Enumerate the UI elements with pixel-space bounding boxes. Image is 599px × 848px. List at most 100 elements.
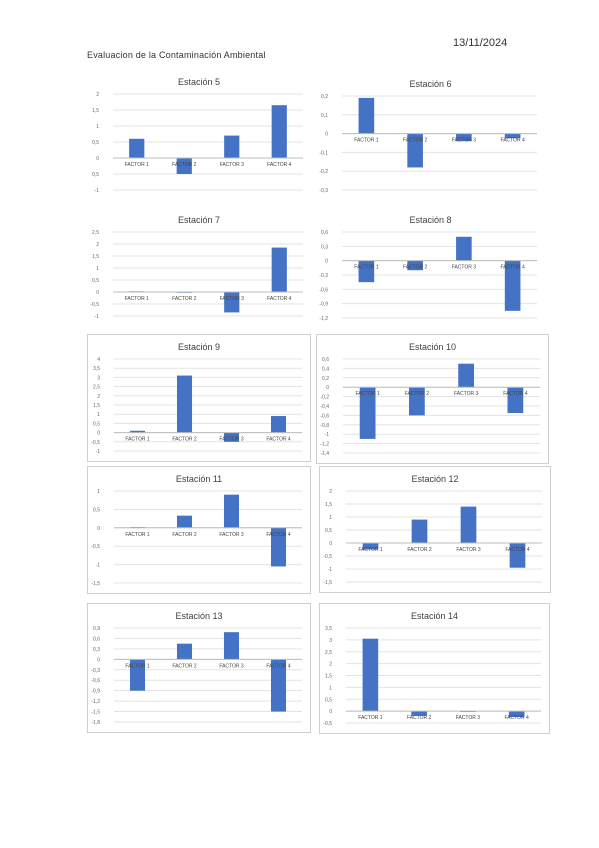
y-tick-label: 0,4	[322, 366, 329, 372]
y-tick-label: -0,3	[319, 188, 328, 194]
bar-1	[129, 659, 146, 691]
y-tick-label: -0,3	[319, 273, 328, 279]
y-tick-label: 0	[96, 156, 99, 162]
page-title: Evaluacion de la Contaminación Ambiental	[87, 50, 266, 60]
category-label: FACTOR 4	[500, 138, 525, 144]
category-label: FACTOR 2	[403, 138, 428, 144]
y-tick-label: 0,5	[92, 172, 99, 178]
y-tick-label: 2	[329, 662, 332, 668]
chart-title: Estación 9	[178, 342, 220, 352]
bar-2	[176, 643, 193, 660]
y-tick-label: 0	[97, 431, 100, 437]
y-tick-label: 0,5	[93, 507, 100, 513]
y-tick-label: 1,5	[92, 254, 99, 260]
category-label: FACTOR 2	[403, 265, 428, 271]
bar-4	[270, 527, 287, 567]
y-tick-label: 0,2	[322, 376, 329, 382]
category-label: FACTOR 1	[354, 265, 379, 271]
y-tick-label: -0,4	[320, 404, 329, 410]
category-label: FACTOR 1	[125, 296, 150, 302]
bar-3	[456, 236, 472, 261]
category-label: FACTOR 1	[358, 547, 383, 553]
chart-svg: Estación 11 -1,5 -1 -0,5 0 0,5 1 FACTOR 1 FACTOR…	[91, 474, 302, 587]
bar-1	[359, 387, 376, 439]
chart-svg: Estación 9 -1 -0,5 0 0,5 1 1,5 2 2,5 3 3,5 4 FACTOR …	[91, 342, 302, 455]
bar-2	[411, 711, 427, 716]
y-tick-label: -1	[96, 563, 101, 569]
bar-4	[270, 416, 287, 433]
y-tick-label: 1,5	[92, 108, 99, 114]
bar-3	[223, 632, 240, 660]
bar-4	[509, 543, 526, 568]
chart-svg: Estación 14 -0,5 0 0,5 1 1,5 2 2,5 3 3,5 FACTOR 1 F…	[323, 611, 541, 727]
category-label: FACTOR 1	[358, 715, 383, 721]
bar-3	[458, 363, 475, 388]
chart-estacion-14: Estación 14 -0,5 0 0,5 1 1,5 2 2,5 3 3,5 FACTOR 1 F…	[319, 603, 550, 734]
chart-svg: Estación 13 -1,8 -1,5 -1,2 -0,9 -0,6 -0,3 0 0,3 0…	[91, 611, 302, 726]
y-tick-label: -1,5	[323, 580, 332, 586]
y-tick-label: 0	[326, 385, 329, 391]
category-label: FACTOR 1	[354, 138, 379, 144]
y-tick-label: -0,5	[323, 721, 332, 727]
chart-estacion-8: Estación 8 -1,2 -0,9 -0,6 -0,3 0 0,3 0,6 FACTOR …	[316, 208, 545, 328]
category-label: FACTOR 3	[452, 265, 477, 271]
bar-3	[460, 506, 477, 543]
bar-1	[362, 638, 379, 712]
y-tick-label: 0,3	[321, 244, 328, 250]
y-tick-label: -1,8	[91, 720, 100, 726]
y-tick-label: 3	[97, 375, 100, 381]
bar-4	[507, 387, 524, 414]
chart-estacion-7: Estación 7 -1 -0,5 0 0,5 1 1,5 2 2,5 FACTOR 1 FACT…	[87, 208, 311, 326]
y-tick-label: 0	[97, 526, 100, 532]
category-label: FACTOR 4	[266, 532, 291, 538]
bar-2	[408, 387, 425, 416]
y-tick-label: -0,5	[323, 554, 332, 560]
chart-title: Estación 13	[175, 611, 222, 621]
y-tick-label: 0	[329, 709, 332, 715]
chart-title: Estación 10	[409, 342, 456, 352]
y-tick-label: 2,5	[93, 385, 100, 391]
y-tick-label: 1	[96, 266, 99, 272]
category-label: FACTOR 4	[267, 296, 292, 302]
bar-4	[271, 105, 287, 158]
bar-4	[504, 133, 521, 139]
bar-4	[508, 711, 525, 718]
chart-svg: Estación 12 -1,5 -1 -0,5 0 0,5 1 1,5 2 FACTOR 1 FA…	[323, 474, 542, 586]
chart-estacion-13: Estación 13 -1,8 -1,5 -1,2 -0,9 -0,6 -0,3 0 0,3 0…	[87, 603, 311, 733]
bar-3	[224, 135, 240, 158]
page-date: 13/11/2024	[453, 37, 508, 49]
category-label: FACTOR 2	[405, 391, 430, 397]
y-tick-label: 1	[97, 412, 100, 418]
bar-3	[223, 432, 240, 442]
category-label: FACTOR 2	[172, 296, 197, 302]
category-label: FACTOR 4	[267, 162, 292, 168]
category-label: FACTOR 4	[504, 715, 529, 721]
chart-title: Estación 6	[409, 79, 451, 89]
y-tick-label: -0,9	[319, 302, 328, 308]
category-label: FACTOR 3	[456, 715, 481, 721]
y-tick-label: 0,6	[321, 230, 328, 236]
category-label: FACTOR 3	[220, 162, 245, 168]
y-tick-label: -1	[96, 449, 101, 455]
bar-2	[176, 158, 192, 174]
y-tick-label: 1,5	[93, 403, 100, 409]
category-label: FACTOR 4	[266, 437, 291, 443]
y-tick-label: 0,6	[322, 357, 329, 363]
category-label: FACTOR 1	[355, 391, 380, 397]
y-tick-label: -1,4	[320, 451, 329, 457]
category-label: FACTOR 3	[220, 296, 245, 302]
y-tick-label: 0,2	[321, 94, 328, 100]
y-tick-label: 0,6	[93, 636, 100, 642]
bar-2	[176, 375, 193, 433]
y-tick-label: 2	[329, 489, 332, 495]
chart-estacion-5: Estación 5 -1 0,5 0 0,5 1 1,5 2 FACTOR 1 FACTOR 2…	[87, 70, 311, 200]
y-tick-label: 2	[97, 394, 100, 400]
y-tick-label: 3,5	[93, 366, 100, 372]
bar-3	[223, 494, 240, 528]
y-tick-label: -1	[95, 314, 100, 320]
y-tick-label: -1,2	[319, 316, 328, 322]
y-tick-label: 0	[325, 259, 328, 265]
bar-4	[271, 247, 287, 292]
chart-estacion-6: Estación 6 -0,3 -0,2 -0,1 0 0,1 0,2 FACTOR 1 FAC…	[316, 72, 545, 200]
y-tick-label: -0,9	[91, 689, 100, 695]
